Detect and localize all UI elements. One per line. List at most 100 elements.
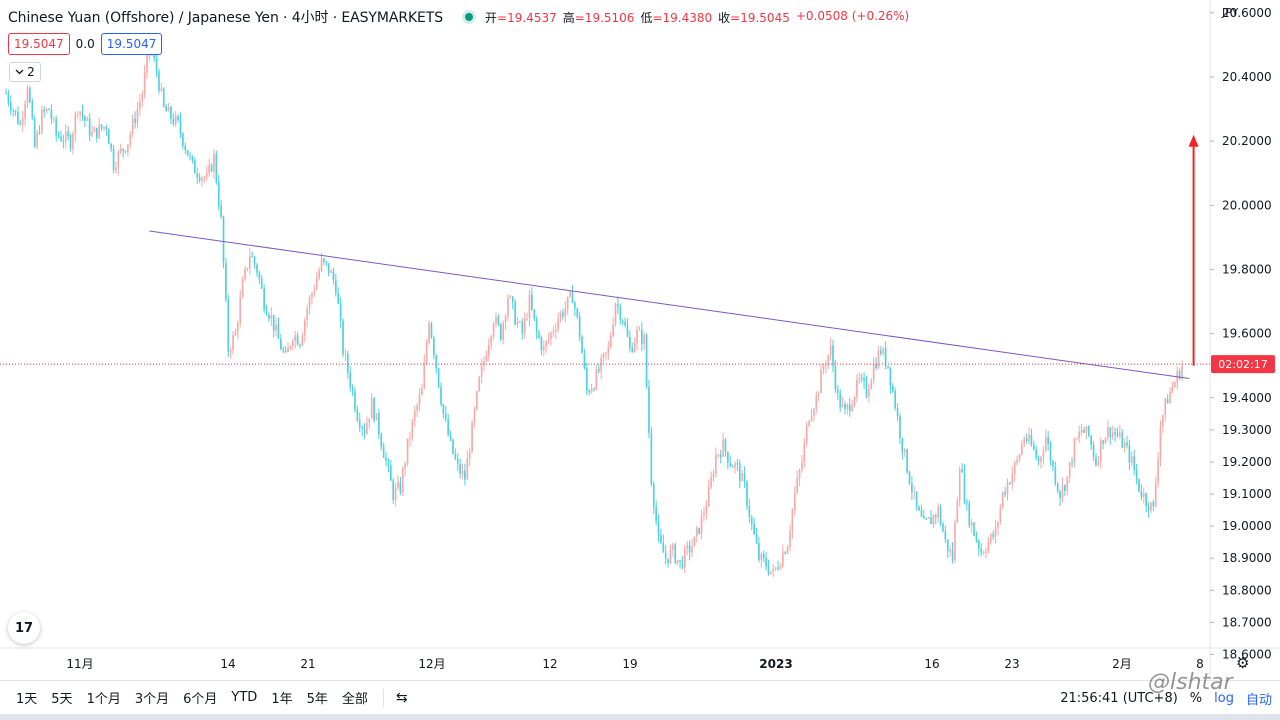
candle-body	[715, 454, 717, 475]
candle-body	[906, 449, 908, 473]
candle-body	[337, 293, 340, 304]
candle-body	[19, 124, 22, 126]
candle-body	[669, 549, 672, 563]
candle-body	[903, 449, 906, 453]
candle-body	[268, 314, 270, 319]
candle-body	[686, 545, 689, 549]
candle-body	[961, 469, 963, 473]
candle-body	[277, 324, 280, 339]
timeframe-1d[interactable]: 1天	[16, 692, 38, 707]
candle-body	[1171, 387, 1174, 392]
candle-body	[29, 88, 31, 103]
time-tick-label: 19	[622, 657, 637, 671]
candle-body	[808, 420, 810, 426]
ask-price-button[interactable]: 19.5047	[100, 33, 163, 55]
candle-body	[1059, 490, 1061, 499]
bid-price-button[interactable]: 19.5047	[8, 33, 70, 55]
candle-body	[129, 134, 132, 145]
timeframe-1m[interactable]: 1个月	[86, 692, 121, 707]
candle-body	[511, 296, 514, 303]
date-range-calendar-icon[interactable]: ⇆	[395, 689, 408, 706]
candle-body	[581, 336, 583, 354]
candle-body	[411, 420, 414, 439]
time-tick-label: 21	[300, 657, 315, 671]
indicators-toggle-button[interactable]: 2	[9, 62, 41, 82]
candle-body	[652, 483, 655, 508]
clock-timezone[interactable]: 21:56:41 (UTC+8)	[1060, 690, 1178, 706]
log-scale-toggle[interactable]: log	[1214, 690, 1234, 706]
symbol-title[interactable]: Chinese Yuan (Offshore) / Japanese Yen ·…	[8, 10, 444, 26]
candle-body	[707, 487, 710, 507]
candle-body	[131, 118, 134, 135]
candle-body	[942, 523, 944, 532]
candle-body	[497, 316, 500, 325]
timeframe-3m[interactable]: 3个月	[134, 692, 170, 707]
time-axis[interactable]: 11月 14 21 12月 12 19 2023 16 23 2月 8	[66, 657, 1203, 671]
candle-body	[1052, 461, 1054, 467]
candle-body	[868, 389, 870, 397]
ohlc-value: =19.5106	[574, 10, 635, 25]
percent-scale-toggle[interactable]: %	[1189, 690, 1203, 706]
time-tick-label: 11月	[66, 657, 93, 671]
timeframe-5d[interactable]: 5天	[51, 692, 73, 707]
candle-body	[26, 88, 29, 104]
settings-gear-icon[interactable]: ⚙	[1236, 654, 1250, 672]
candle-body	[397, 482, 399, 488]
candle-body	[1119, 432, 1121, 437]
candle-body	[891, 385, 894, 392]
auto-scale-toggle[interactable]: 自动	[1245, 692, 1272, 708]
candle-body	[674, 544, 677, 563]
tradingview-logo-icon[interactable]: 17	[8, 612, 40, 644]
candle-body	[155, 57, 158, 72]
candle-body	[698, 527, 701, 534]
candle-body	[650, 433, 653, 484]
timeframe-5y[interactable]: 5年	[306, 692, 328, 707]
timeframe-all[interactable]: 全部	[341, 692, 368, 707]
candle-body	[413, 410, 416, 421]
timeframe-6m[interactable]: 6个月	[183, 692, 218, 707]
last-price-countdown: 02:02:17	[1218, 358, 1267, 371]
price-tick-label: 19.4000	[1222, 391, 1272, 405]
candle-body	[196, 173, 199, 178]
candle-body	[444, 413, 447, 420]
candle-body	[327, 263, 330, 273]
candle-body	[722, 439, 724, 457]
candle-body	[1104, 438, 1107, 444]
candle-body	[1157, 458, 1159, 483]
candle-body	[55, 118, 58, 135]
candle-body	[162, 88, 165, 107]
candle-body	[1056, 483, 1059, 491]
candle-body	[748, 506, 751, 518]
candle-body	[918, 506, 920, 511]
candle-body	[724, 439, 727, 452]
candle-body	[291, 340, 294, 347]
candle-body	[306, 308, 309, 321]
candle-body	[318, 270, 320, 279]
candle-body	[695, 527, 698, 537]
price-axis[interactable]: 20.6000 20.4000 20.2000 20.0000 19.8000 19.60…	[1210, 6, 1272, 662]
candle-body	[127, 144, 129, 152]
candle-body	[117, 152, 120, 168]
candle-body	[863, 378, 865, 382]
candle-body	[409, 438, 411, 440]
candle-body	[973, 522, 975, 536]
price-tick-label: 18.9000	[1222, 551, 1272, 565]
candle-body	[1169, 391, 1171, 404]
candle-body	[803, 442, 806, 463]
candle-body	[832, 345, 834, 367]
candle-body	[452, 439, 454, 454]
candle-body	[858, 377, 861, 380]
price-chart[interactable]: 02:02:17 20.6000 20.4000 20.2000 20.0000 19.…	[0, 0, 1280, 680]
candle-body	[392, 480, 395, 500]
candle-body	[600, 357, 603, 372]
candle-body	[930, 517, 932, 525]
currency-label[interactable]: JPY	[1222, 6, 1239, 19]
timeframe-1y[interactable]: 1年	[271, 692, 293, 707]
candle-body	[344, 353, 347, 355]
candle-body	[569, 291, 571, 297]
candle-body	[287, 347, 289, 353]
timeframe-ytd[interactable]: YTD	[231, 690, 258, 705]
candle-body	[989, 534, 992, 543]
candle-body	[860, 377, 863, 379]
candle-body	[901, 438, 904, 453]
